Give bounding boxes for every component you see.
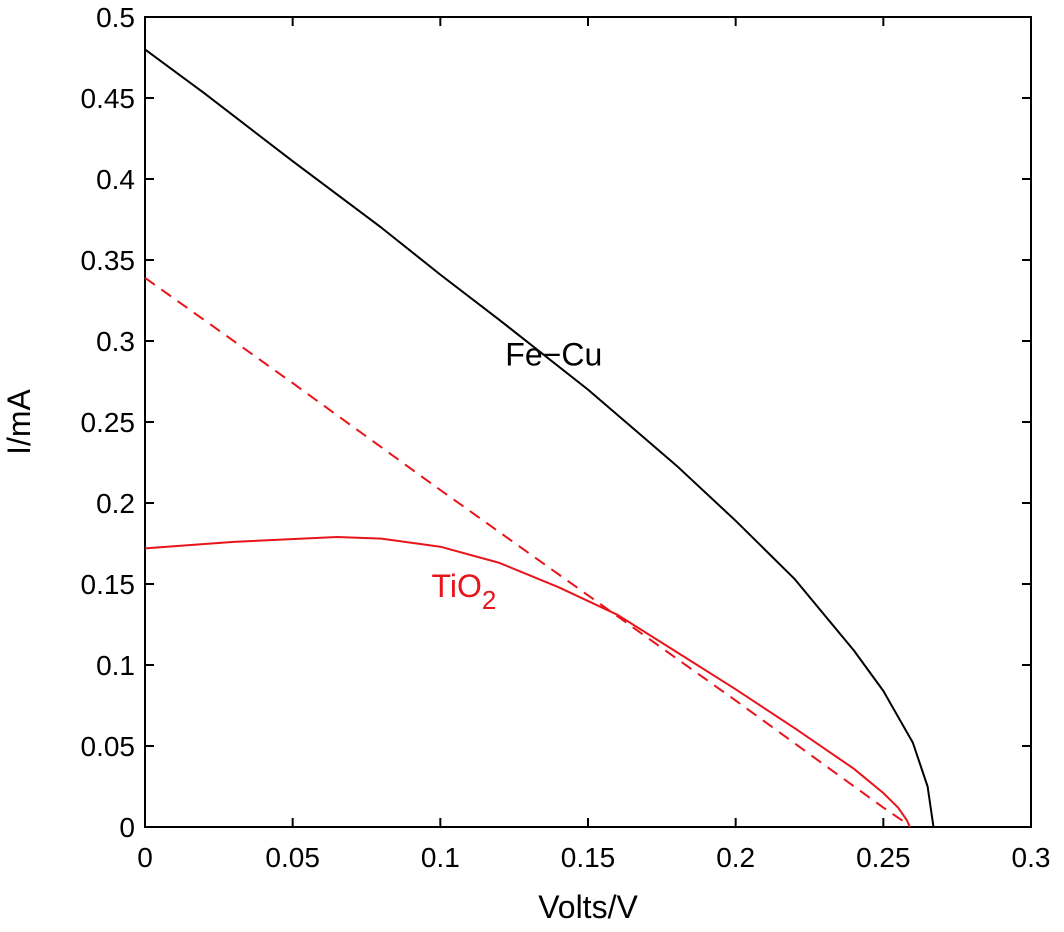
- y-tick-label: 0.5: [96, 2, 135, 33]
- series-line-tio2-fit: [144, 276, 908, 825]
- annotations: Fe−Cu TiO2: [431, 336, 602, 615]
- x-axis-label: Volts/V: [538, 889, 638, 925]
- y-tick-label: 0.4: [96, 164, 135, 195]
- plot-frame: [144, 16, 1032, 828]
- x-tick-label: 0.05: [265, 842, 320, 873]
- y-tick-label: 0.35: [81, 245, 136, 276]
- y-tick-label: 0.3: [96, 326, 135, 357]
- annotation-subscript: 2: [482, 585, 496, 615]
- series-line-tio2: [144, 536, 911, 828]
- y-tick-label: 0.25: [81, 407, 136, 438]
- x-tick-label: 0.3: [1012, 842, 1051, 873]
- x-tick-label: 0.2: [716, 842, 755, 873]
- y-tick-label: 0.2: [96, 488, 135, 519]
- x-tick-label: 0.15: [561, 842, 616, 873]
- y-tick-label: 0.15: [81, 569, 136, 600]
- annotation-label: TiO2: [431, 568, 496, 615]
- annotation-label: Fe−Cu: [505, 336, 602, 372]
- series-line-fe-cu: [144, 48, 935, 828]
- y-tick-label: 0.05: [81, 731, 136, 762]
- y-tick-label: 0.1: [96, 650, 135, 681]
- y-axis-label: I/mA: [1, 388, 37, 454]
- data-series: [144, 48, 935, 828]
- x-tick-label: 0: [137, 842, 153, 873]
- axis-ticks: 0 0.05 0.1 0.15 0.2 0.25 0.3 0 0.05 0.1 0.15 0.2 0.2…: [81, 2, 1051, 873]
- x-tick-label: 0.1: [421, 842, 460, 873]
- y-tick-label: 0.45: [81, 83, 136, 114]
- y-tick-label: 0: [119, 812, 135, 843]
- x-tick-label: 0.25: [856, 842, 911, 873]
